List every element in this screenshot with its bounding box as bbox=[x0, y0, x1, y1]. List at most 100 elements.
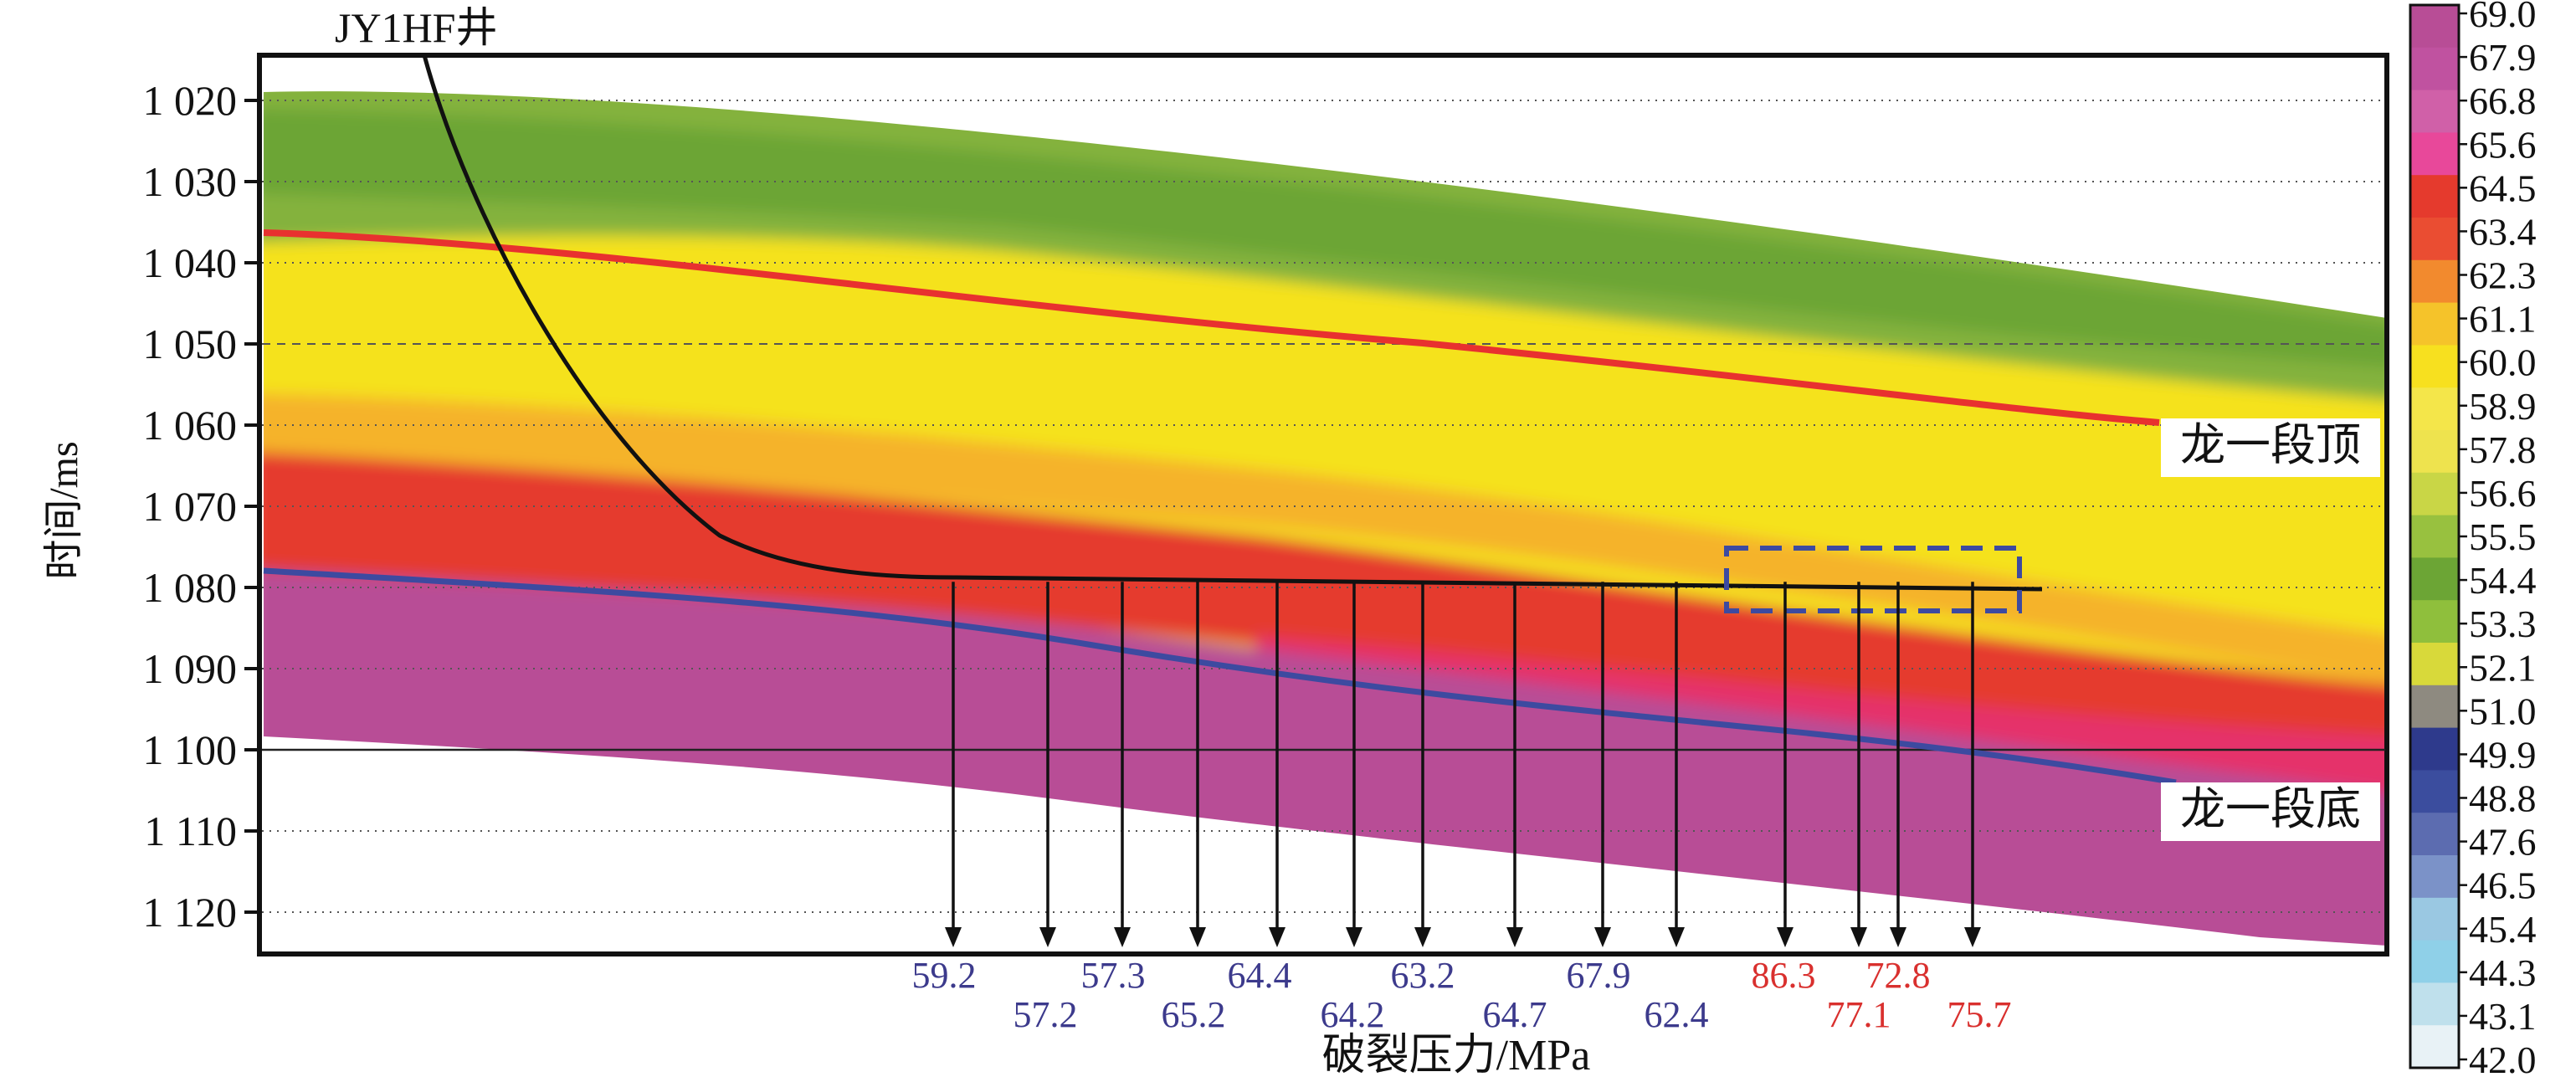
y-tick-label: 1 120 bbox=[143, 889, 238, 936]
arrow-head bbox=[1039, 927, 1056, 947]
arrow-head bbox=[1594, 927, 1611, 947]
arrow-head bbox=[1269, 927, 1285, 947]
colorbar-swatch bbox=[2410, 770, 2459, 814]
horizon-bottom-line bbox=[263, 567, 2177, 786]
colorbar-swatch bbox=[2410, 643, 2459, 686]
y-axis-ticks: 1 020 1 030 1 040 1 050 1 060 1 070 1 080 1 090… bbox=[143, 77, 259, 936]
colorbar-tick-label: 65.6 bbox=[2469, 123, 2537, 166]
arrow-head bbox=[1777, 927, 1793, 947]
colorbar-tick-label: 49.9 bbox=[2469, 733, 2537, 776]
measurement-label: 57.2 bbox=[1013, 994, 1078, 1035]
measurement-labels: 59.2 57.3 64.4 63.2 67.9 86.3 72.8 57.2 65.2 64.2… bbox=[912, 955, 2012, 1035]
arrow-head bbox=[1189, 927, 1206, 947]
colorbar-tick-label: 69.0 bbox=[2469, 0, 2537, 35]
colorbar-swatch bbox=[2410, 175, 2459, 218]
svg-text:龙一段底: 龙一段底 bbox=[2180, 784, 2361, 834]
colorbar-swatch bbox=[2410, 47, 2459, 91]
y-tick-label: 1 070 bbox=[143, 483, 238, 530]
y-tick-label: 1 080 bbox=[143, 564, 238, 611]
colorbar-tick-label: 58.9 bbox=[2469, 385, 2537, 428]
colorbar-tick-label: 61.1 bbox=[2469, 298, 2537, 341]
colorbar-swatch bbox=[2410, 90, 2459, 134]
measurement-label: 64.7 bbox=[1483, 994, 1547, 1035]
measurement-label: 62.4 bbox=[1645, 994, 1709, 1035]
svg-text:龙一段顶: 龙一段顶 bbox=[2180, 420, 2361, 470]
measurement-label: 75.7 bbox=[1947, 994, 2012, 1035]
measurement-label: 86.3 bbox=[1752, 955, 1816, 996]
colorbar-tick-label: 53.3 bbox=[2469, 603, 2537, 645]
y-axis-title: 时间/ms bbox=[42, 441, 86, 579]
colorbar-tick-label: 43.1 bbox=[2469, 995, 2537, 1038]
measurement-label: 64.4 bbox=[1228, 955, 1292, 996]
measurement-label: 63.2 bbox=[1391, 955, 1455, 996]
y-tick-label: 1 090 bbox=[143, 645, 238, 692]
measurement-label: 72.8 bbox=[1866, 955, 1931, 996]
arrow-head bbox=[1114, 927, 1131, 947]
colorbar-swatch bbox=[2410, 515, 2459, 559]
seismic-section bbox=[264, 91, 2387, 946]
y-tick-label: 1 060 bbox=[143, 402, 238, 449]
arrow-head bbox=[945, 927, 962, 947]
colorbar-tick-label: 48.8 bbox=[2469, 777, 2537, 820]
colorbar-swatch bbox=[2410, 600, 2459, 644]
colorbar-tick-label: 64.5 bbox=[2469, 167, 2537, 209]
colorbar-swatch bbox=[2410, 982, 2459, 1027]
colorbar-tick-label: 46.5 bbox=[2469, 864, 2537, 907]
y-tick-label: 1 040 bbox=[143, 239, 238, 286]
colorbar-tick-label: 54.4 bbox=[2469, 559, 2537, 602]
colorbar: 69.067.966.865.664.563.462.361.160.058.9… bbox=[2409, 0, 2537, 1077]
highlight-dashed-box bbox=[1724, 546, 2022, 613]
horizon-top-label: 龙一段顶 bbox=[2161, 418, 2380, 477]
arrow-head bbox=[1850, 927, 1867, 947]
colorbar-swatch bbox=[2410, 218, 2459, 261]
horizon-top-line bbox=[263, 229, 2160, 426]
arrow-head bbox=[1346, 927, 1362, 947]
colorbar-tick-label: 51.0 bbox=[2469, 690, 2537, 732]
colorbar-tick-label: 60.0 bbox=[2469, 341, 2537, 384]
measurement-arrows bbox=[945, 582, 1981, 947]
colorbar-tick-label: 44.3 bbox=[2469, 951, 2537, 994]
y-tick-label: 1 020 bbox=[143, 77, 238, 124]
colorbar-swatch bbox=[2410, 472, 2459, 516]
colorbar-swatch bbox=[2410, 940, 2459, 984]
x-axis-title: 破裂压力/MPa bbox=[1322, 1032, 1591, 1077]
arrow-head bbox=[1414, 927, 1431, 947]
measurement-label: 64.2 bbox=[1321, 994, 1385, 1035]
colorbar-swatch bbox=[2410, 132, 2459, 177]
measurement-label: 67.9 bbox=[1567, 955, 1631, 996]
arrow-head bbox=[1668, 927, 1685, 947]
colorbar-swatch bbox=[2410, 1025, 2459, 1069]
colorbar-tick-label: 45.4 bbox=[2469, 908, 2537, 951]
colorbar-swatch bbox=[2410, 387, 2459, 431]
colorbar-tick-label: 42.0 bbox=[2469, 1039, 2537, 1077]
measurement-label: 65.2 bbox=[1162, 994, 1226, 1035]
measurement-label: 59.2 bbox=[912, 955, 977, 996]
y-tick-label: 1 050 bbox=[143, 321, 238, 367]
colorbar-swatch bbox=[2410, 5, 2459, 49]
colorbar-swatch bbox=[2410, 897, 2459, 941]
colorbar-swatch bbox=[2410, 345, 2459, 389]
arrow-head bbox=[1964, 927, 1981, 947]
colorbar-swatch bbox=[2410, 813, 2459, 856]
colorbar-swatch bbox=[2410, 430, 2459, 474]
colorbar-swatch bbox=[2410, 259, 2459, 304]
y-tick-label: 1 110 bbox=[144, 808, 237, 854]
colorbar-swatch bbox=[2410, 855, 2459, 899]
colorbar-tick-label: 66.8 bbox=[2469, 79, 2537, 122]
measurement-label: 77.1 bbox=[1827, 994, 1891, 1035]
colorbar-tick-label: 63.4 bbox=[2469, 210, 2537, 253]
arrow-head bbox=[1506, 927, 1523, 947]
colorbar-tick-label: 57.8 bbox=[2469, 428, 2537, 471]
colorbar-tick-label: 67.9 bbox=[2469, 36, 2537, 79]
colorbar-swatch bbox=[2410, 685, 2459, 729]
colorbar-tick-label: 62.3 bbox=[2469, 254, 2537, 297]
wellbore-trajectory bbox=[422, 54, 2043, 592]
y-gridlines bbox=[262, 100, 2385, 913]
colorbar-tick-label: 55.5 bbox=[2469, 515, 2537, 558]
colorbar-tick-label: 52.1 bbox=[2469, 646, 2537, 689]
colorbar-tick-label: 47.6 bbox=[2469, 821, 2537, 864]
colorbar-tick-label: 56.6 bbox=[2469, 472, 2537, 515]
well-label: JY1HF井 bbox=[335, 4, 497, 51]
colorbar-swatch bbox=[2410, 557, 2459, 602]
